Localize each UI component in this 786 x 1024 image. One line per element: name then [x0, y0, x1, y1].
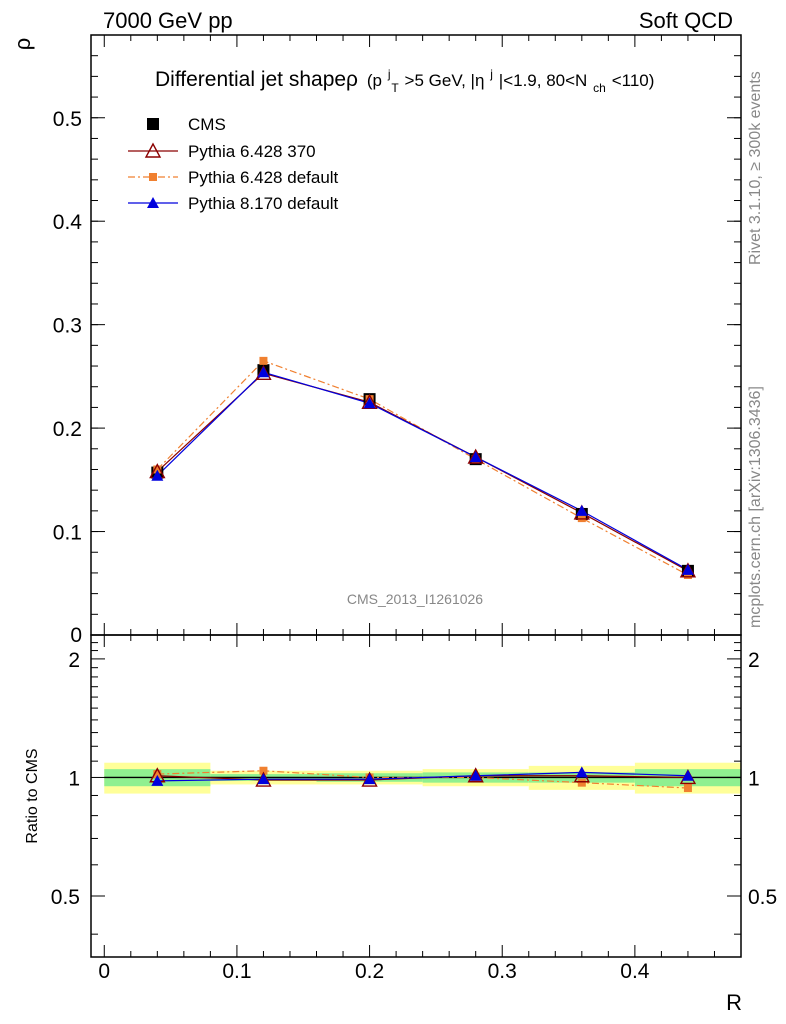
x-tick-label: 0 — [98, 960, 110, 983]
y-tick-label-right: 2 — [748, 649, 760, 672]
ratio-point-p8_def — [257, 773, 270, 785]
panel-frame — [90, 634, 742, 958]
legend-marker-p8_def — [147, 197, 159, 208]
ratio-point-p8_def — [575, 766, 588, 778]
point-p6_370 — [467, 448, 484, 464]
title-cond-4: j — [489, 67, 493, 81]
y-tick-label-right: 0.5 — [748, 886, 777, 909]
ratio-point-p8_def — [363, 773, 376, 785]
x-axis-label: R — [726, 990, 742, 1015]
ratio-point-p6_def — [577, 778, 586, 787]
header-left: 7000 GeV pp — [103, 8, 233, 33]
legend-marker-p6_def — [149, 173, 157, 181]
y-tick-label: 0.4 — [53, 211, 83, 234]
point-p8_def — [151, 469, 164, 481]
point-p8_def — [363, 397, 376, 409]
ratio-panel: 0.5 0.5 1 1 2 2 Ratio to CMS 0 0.1 0.2 0.3 0.4 R — [24, 634, 777, 1015]
y-tick-label: 0.5 — [51, 886, 80, 909]
y-tick-label: 0.2 — [53, 418, 82, 441]
ratio-axis-label: Ratio to CMS — [24, 748, 41, 843]
point-p8_def — [257, 366, 270, 378]
title-cond-2: T — [391, 81, 399, 95]
point-p6_def — [683, 571, 692, 579]
mcplots-label: mcplots.cern.ch [arXiv:1306.3436] — [747, 386, 764, 628]
title-cond-1: j — [387, 67, 391, 81]
y-tick-label: 0.3 — [53, 315, 82, 338]
title-cond-7: <110) — [612, 71, 655, 90]
legend: CMS Pythia 6.428 370 Pythia 6.428 default P… — [128, 115, 339, 213]
series-line-p6_370 — [156, 372, 689, 572]
point-p8_def — [469, 451, 482, 463]
analysis-tag: CMS_2013_I1261026 — [347, 591, 483, 607]
y-tick-label-right: 1 — [748, 767, 760, 790]
x-tick-label: 0.3 — [488, 960, 517, 983]
legend-label: Pythia 6.428 370 — [188, 142, 316, 161]
x-tick-label: 0.1 — [222, 960, 251, 983]
rivet-label: Rivet 3.1.10, ≥ 300k events — [747, 71, 764, 265]
ratio-point-p6_def — [153, 770, 162, 779]
legend-marker-p6_370 — [144, 142, 162, 158]
ratio-point-p6_def — [683, 784, 692, 793]
point-p8_def — [681, 563, 694, 575]
y-tick-label: 1 — [68, 767, 80, 790]
y-tick-label: 0.5 — [53, 108, 82, 131]
title-main: Differential jet shapeρ — [155, 68, 358, 91]
y-tick-label-zero: 0 — [70, 624, 82, 647]
ratio-point-p8_def — [681, 769, 694, 781]
title-cond-5: |<1.9, 80<N — [499, 71, 588, 90]
ratio-point-p8_def — [151, 774, 164, 786]
legend-label: Pythia 6.428 default — [188, 168, 339, 187]
main-panel: 0.1 0.2 0.3 0.4 0.5 0 ρ CMS Pythia 6.428 370 Pyth… — [10, 34, 742, 647]
ratio-line-p8_def — [157, 771, 688, 782]
legend-label: CMS — [188, 115, 226, 134]
legend-label: Pythia 8.170 default — [188, 194, 339, 213]
y-axis-label: ρ — [10, 38, 35, 51]
point-p6_def — [259, 356, 268, 365]
x-tick-label: 0.4 — [620, 960, 650, 983]
ratio-point-p8_def — [469, 769, 482, 781]
point-p8_def — [575, 504, 588, 516]
series-line-p8_def — [156, 371, 689, 571]
y-tick-label: 2 — [68, 649, 80, 672]
legend-marker-cms — [147, 118, 159, 130]
ratio-point-p6_370 — [255, 771, 272, 787]
plot-title: Differential jet shapeρ (p j T >5 GeV, |… — [155, 60, 654, 97]
point-p6_def — [577, 514, 586, 523]
title-cond-6: ch — [593, 81, 606, 95]
ratio-point-p6_370 — [467, 767, 484, 783]
header-right: Soft QCD — [639, 8, 733, 33]
y-tick-label: 0.1 — [53, 522, 82, 545]
ratio-point-p6_def — [259, 766, 268, 775]
x-tick-label: 0.2 — [355, 960, 384, 983]
title-cond-0: (p — [367, 71, 382, 90]
title-cond-3: >5 GeV, |η — [405, 71, 485, 90]
series-line-p6_def — [156, 360, 689, 576]
ratio-point-p6_370 — [361, 771, 378, 787]
point-p6_def — [153, 465, 162, 474]
